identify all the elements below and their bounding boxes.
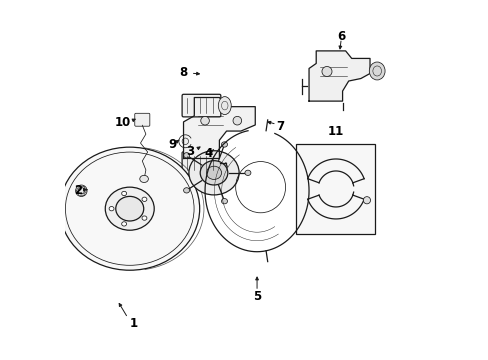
Text: 9: 9: [168, 138, 177, 150]
Text: 6: 6: [337, 30, 345, 43]
FancyBboxPatch shape: [182, 94, 221, 117]
FancyBboxPatch shape: [135, 113, 149, 126]
FancyBboxPatch shape: [182, 152, 221, 174]
Ellipse shape: [140, 175, 148, 183]
Text: 7: 7: [276, 120, 284, 133]
Ellipse shape: [122, 191, 126, 195]
Ellipse shape: [201, 116, 209, 125]
Ellipse shape: [60, 147, 199, 270]
Ellipse shape: [200, 161, 227, 185]
Ellipse shape: [142, 197, 146, 202]
Text: 1: 1: [129, 317, 137, 330]
Ellipse shape: [321, 67, 331, 77]
Ellipse shape: [218, 96, 231, 114]
Text: 8: 8: [179, 66, 187, 79]
Ellipse shape: [182, 138, 188, 144]
Polygon shape: [183, 98, 255, 158]
Ellipse shape: [116, 197, 143, 221]
Ellipse shape: [221, 142, 227, 147]
Ellipse shape: [221, 198, 227, 204]
Ellipse shape: [363, 197, 370, 204]
Ellipse shape: [188, 151, 239, 195]
Polygon shape: [308, 51, 369, 101]
Ellipse shape: [183, 188, 189, 193]
Text: 11: 11: [327, 125, 344, 138]
Ellipse shape: [105, 187, 154, 230]
Ellipse shape: [244, 170, 250, 175]
Text: 2: 2: [74, 184, 81, 197]
Ellipse shape: [183, 153, 189, 158]
Bar: [296, 144, 375, 234]
Text: 5: 5: [252, 290, 261, 303]
Text: 10: 10: [114, 116, 130, 129]
Ellipse shape: [142, 216, 146, 220]
Ellipse shape: [368, 62, 384, 80]
Ellipse shape: [109, 207, 114, 211]
Ellipse shape: [122, 222, 126, 226]
Text: 4: 4: [204, 147, 212, 159]
Ellipse shape: [206, 166, 221, 179]
Text: 3: 3: [186, 145, 194, 158]
Ellipse shape: [76, 185, 87, 197]
Ellipse shape: [233, 116, 241, 125]
